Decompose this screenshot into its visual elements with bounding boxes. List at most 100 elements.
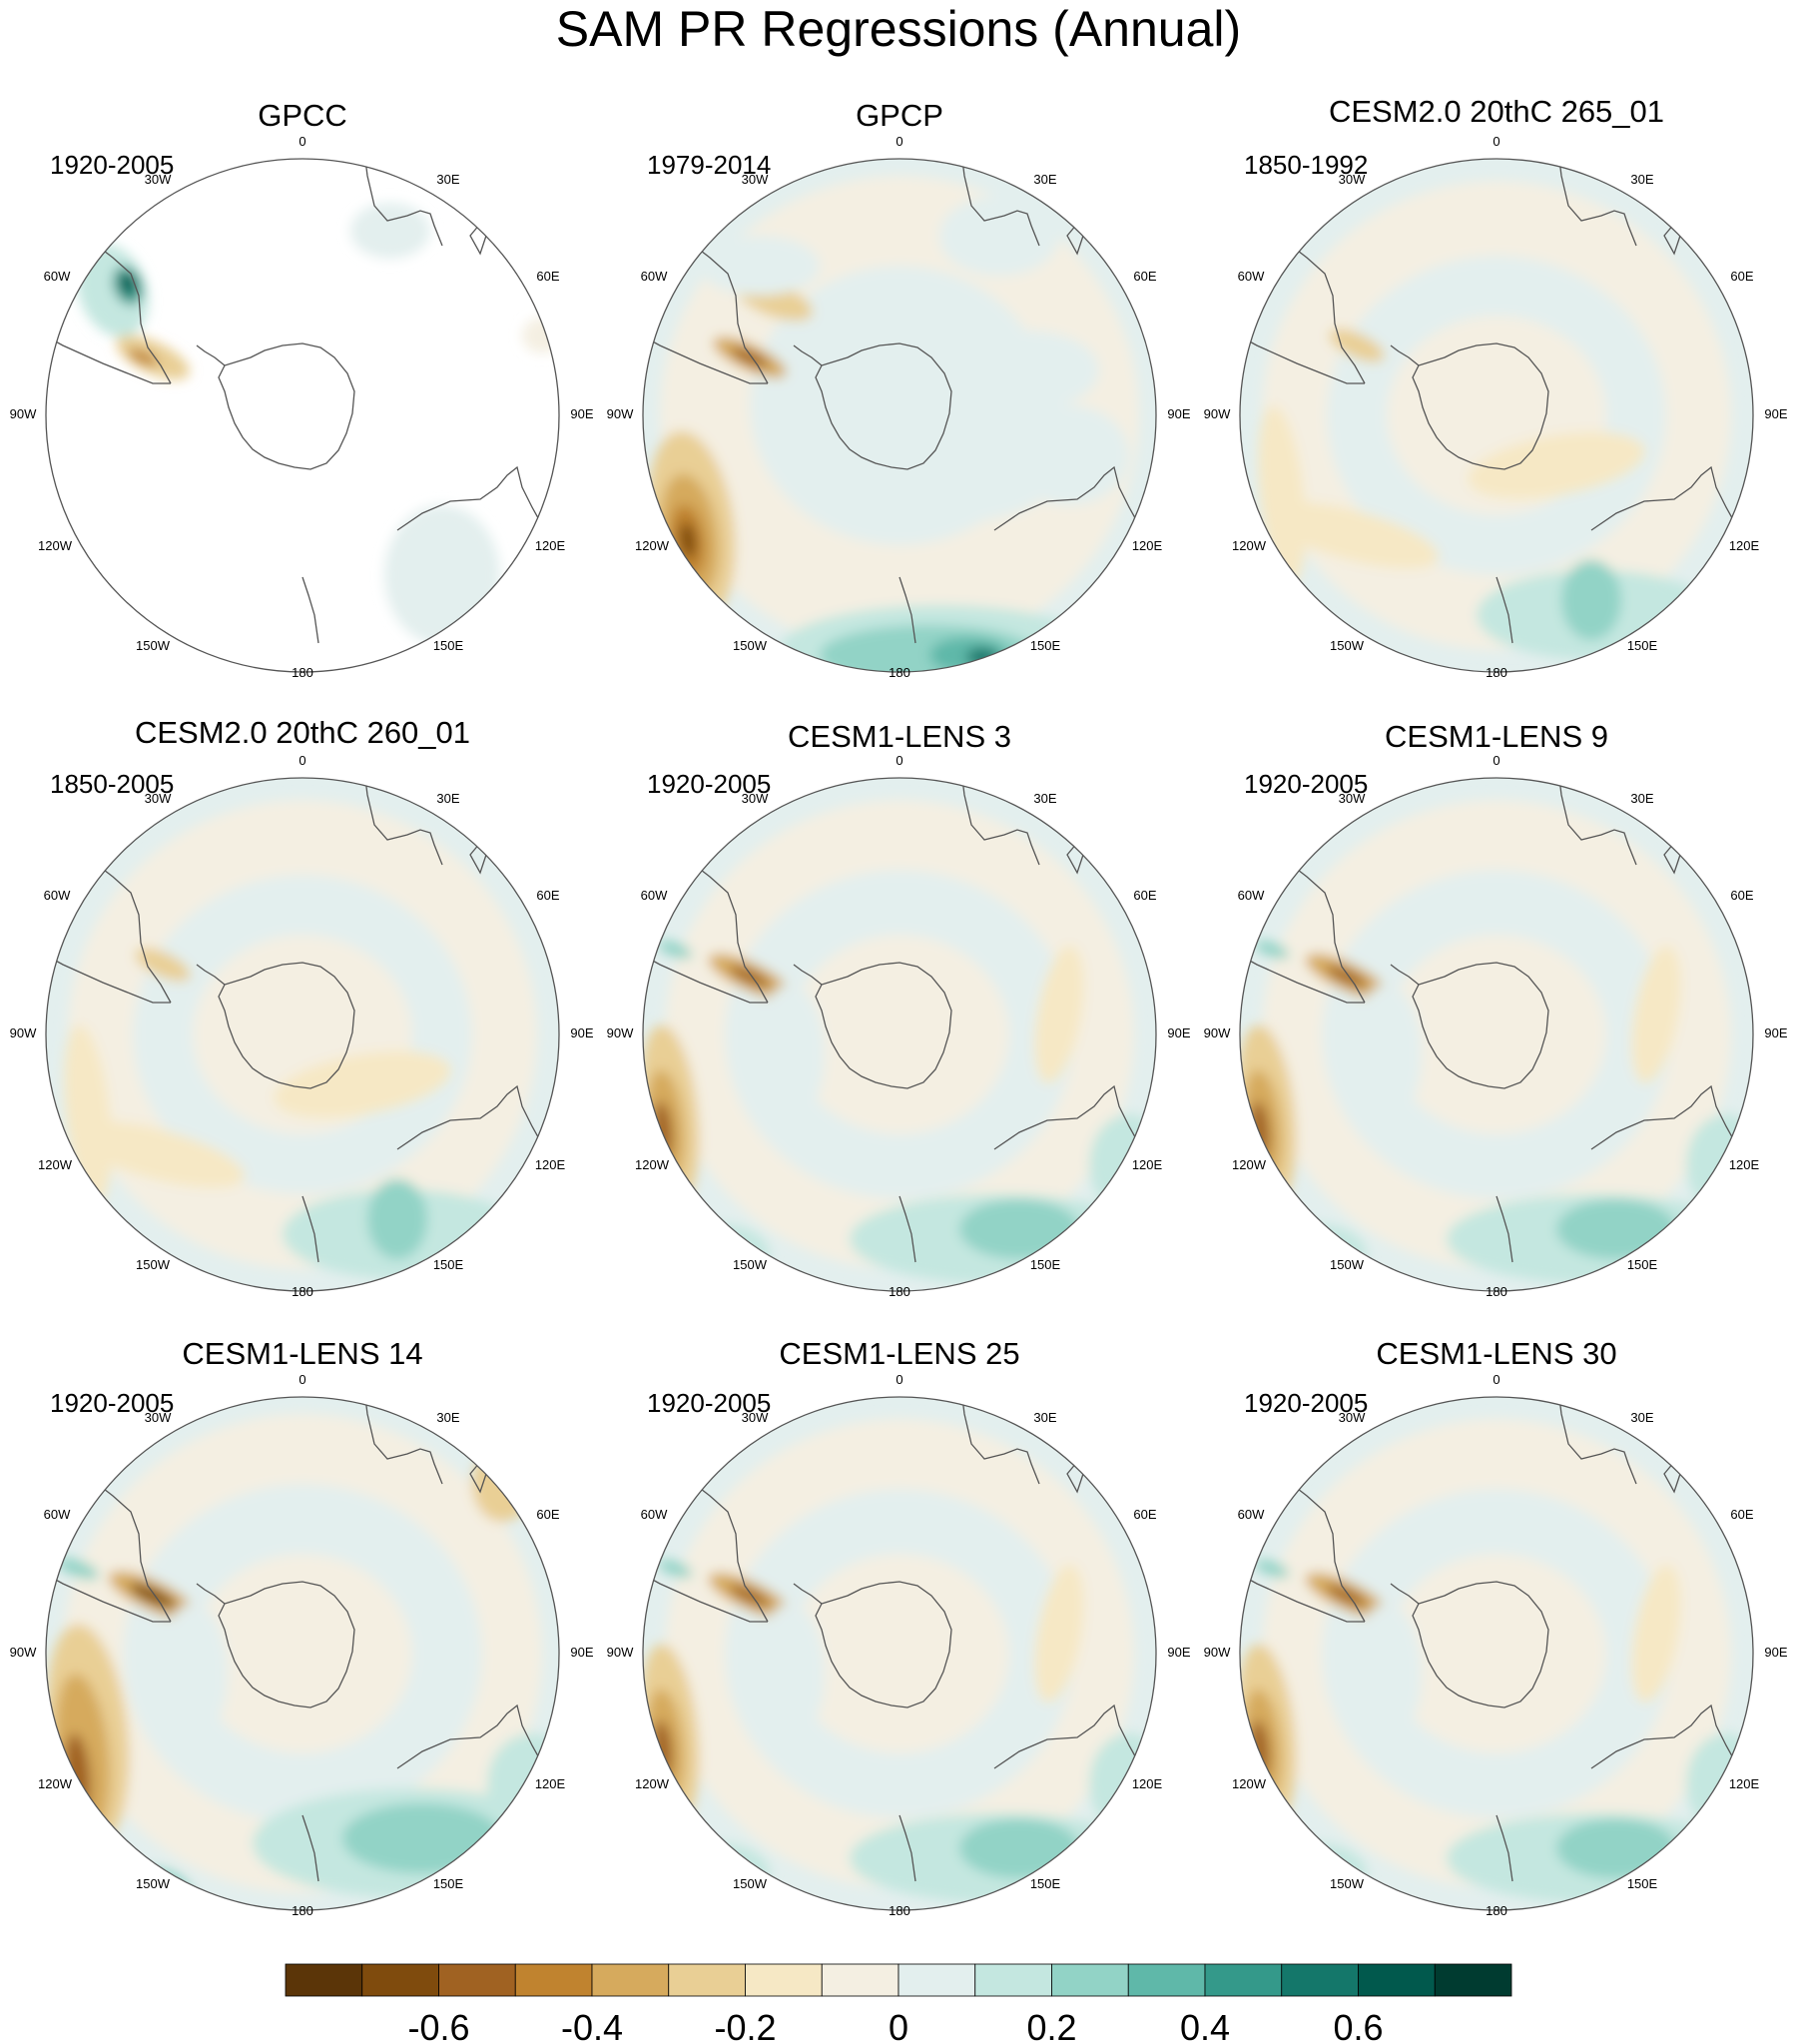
longitude-label: 150W	[1330, 1876, 1365, 1891]
coastline	[1496, 1195, 1513, 1263]
colorbar-segment	[1127, 1963, 1206, 1997]
colorbar-tick-label: 0.6	[1333, 2007, 1383, 2044]
longitude-label: 150W	[1330, 638, 1365, 653]
anomaly-blob	[1254, 940, 1290, 960]
coastline	[361, 778, 443, 866]
longitude-label: 90W	[607, 1025, 634, 1040]
colorbar-segment	[361, 1963, 439, 1997]
coastline	[993, 1703, 1140, 1769]
coastline	[793, 1583, 823, 1605]
longitude-label: 30W	[742, 1410, 769, 1425]
polar-map: 0 30E 60E 90E 120E 150E 180 150W 120W 90W 60W 30W	[10, 753, 594, 1299]
coastline	[793, 344, 823, 366]
anomaly-blob	[731, 346, 769, 368]
longitude-label: 60W	[641, 1507, 668, 1522]
polar-map: 0 30E 60E 90E 120E 150E 180 150W 120W 90W 60W 30W	[10, 1372, 594, 1918]
coastline	[958, 159, 1040, 247]
colorbar-tick-label: 0.4	[1180, 2007, 1230, 2044]
longitude-label: 30W	[145, 172, 172, 187]
anomaly-blob	[1254, 1559, 1290, 1579]
colorbar-segment	[514, 1963, 593, 1997]
polar-map: 0 30E 60E 90E 120E 150E 180 150W 120W 90W 60W 30W	[607, 1372, 1191, 1918]
longitude-label: 150W	[733, 638, 768, 653]
anomaly-blob	[755, 1604, 825, 1743]
map-panel-gpcp: GPCP 1979-2014 0 30E 60E 90E 120E 150E 180 150W…	[600, 96, 1199, 695]
longitude-label: 120E	[535, 538, 566, 553]
coastline	[196, 1583, 226, 1605]
longitude-label: 30W	[742, 172, 769, 187]
longitude-label: 0	[299, 753, 305, 768]
longitude-label: 180	[889, 1284, 910, 1299]
longitude-label: 150E	[1030, 1257, 1061, 1272]
coastline	[90, 859, 172, 1004]
longitude-label: 150E	[1627, 638, 1658, 653]
panel-years: 1920-2005	[50, 150, 175, 180]
polar-map: 0 30E 60E 90E 120E 150E 180 150W 120W 90W 60W 30W	[1204, 134, 1788, 680]
coastline	[1496, 576, 1513, 644]
coastline	[815, 1581, 952, 1708]
map-boundary	[642, 777, 1157, 1292]
anomaly-blob	[729, 966, 771, 988]
longitude-label: 120E	[1132, 1157, 1163, 1172]
anomaly-blob	[367, 1179, 427, 1259]
coastline	[1412, 1581, 1549, 1708]
coastline	[1555, 159, 1637, 247]
coastline	[1555, 1397, 1637, 1485]
colorbar-segment	[1434, 1963, 1512, 1997]
longitude-label: 150E	[1030, 638, 1061, 653]
longitude-label: 30E	[436, 791, 459, 806]
longitude-label: 90W	[1204, 406, 1231, 421]
coastline	[301, 1814, 319, 1882]
coastline	[958, 778, 1040, 866]
anomaly-blob	[57, 1558, 99, 1580]
longitude-label: 0	[299, 1372, 305, 1387]
longitude-label: 120E	[1729, 1776, 1760, 1791]
longitude-label: 60E	[1133, 1507, 1156, 1522]
coastline	[815, 342, 952, 470]
longitude-label: 0	[896, 134, 902, 149]
map-boundary	[642, 1396, 1157, 1911]
polar-map: 0 30E 60E 90E 120E 150E 180 150W 120W 90W 60W 30W	[1204, 753, 1788, 1299]
anomaly-blob	[670, 1224, 770, 1284]
anomaly-blob	[729, 1585, 771, 1607]
coastline	[1390, 964, 1420, 986]
anomaly-blob	[657, 1559, 693, 1579]
longitude-label: 150E	[433, 1257, 464, 1272]
longitude-label: 30W	[742, 791, 769, 806]
anomaly-blob	[342, 1803, 502, 1873]
colorbar-segment	[974, 1963, 1052, 1997]
longitude-label: 90E	[1167, 406, 1190, 421]
anomaly-blob	[274, 1050, 451, 1118]
longitude-label: 30W	[1339, 791, 1366, 806]
longitude-label: 120E	[1132, 1776, 1163, 1791]
coastline	[196, 964, 226, 986]
longitude-label: 120W	[635, 538, 670, 553]
longitude-label: 0	[1493, 1372, 1499, 1387]
coastline	[1412, 962, 1549, 1089]
colorbar-segment	[668, 1963, 746, 1997]
anomaly-blob	[1326, 1585, 1368, 1607]
colorbar-segment	[1358, 1963, 1436, 1997]
colorbar-tick-label: -0.2	[714, 2007, 776, 2044]
longitude-label: 30W	[1339, 172, 1366, 187]
precip-field	[643, 159, 1156, 672]
map-boundary	[45, 1396, 560, 1911]
anomaly-blob	[70, 1120, 246, 1188]
colorbar-segment	[1051, 1963, 1129, 1997]
longitude-label: 180	[1486, 665, 1507, 680]
panel-title: CESM1-LENS 9	[1385, 719, 1608, 754]
longitude-label: 120W	[38, 1776, 73, 1791]
anomaly-blob	[350, 203, 430, 259]
longitude-label: 90E	[570, 1025, 593, 1040]
colorbar-tick-label: -0.6	[407, 2007, 469, 2044]
longitude-label: 120E	[1729, 538, 1760, 553]
map-panel-lens-3: CESM1-LENS 3 1920-2005 0 30E 60E 90E 120E 150…	[600, 715, 1199, 1314]
coastline	[396, 1703, 543, 1769]
coastline	[687, 240, 769, 384]
anomaly-blob	[1267, 1224, 1367, 1284]
coastline	[1590, 465, 1737, 531]
precip-field	[643, 778, 1156, 1291]
panel-title: CESM2.0 20thC 260_01	[134, 715, 471, 750]
map-boundary	[45, 158, 560, 673]
anomaly-blob	[1267, 1843, 1367, 1903]
